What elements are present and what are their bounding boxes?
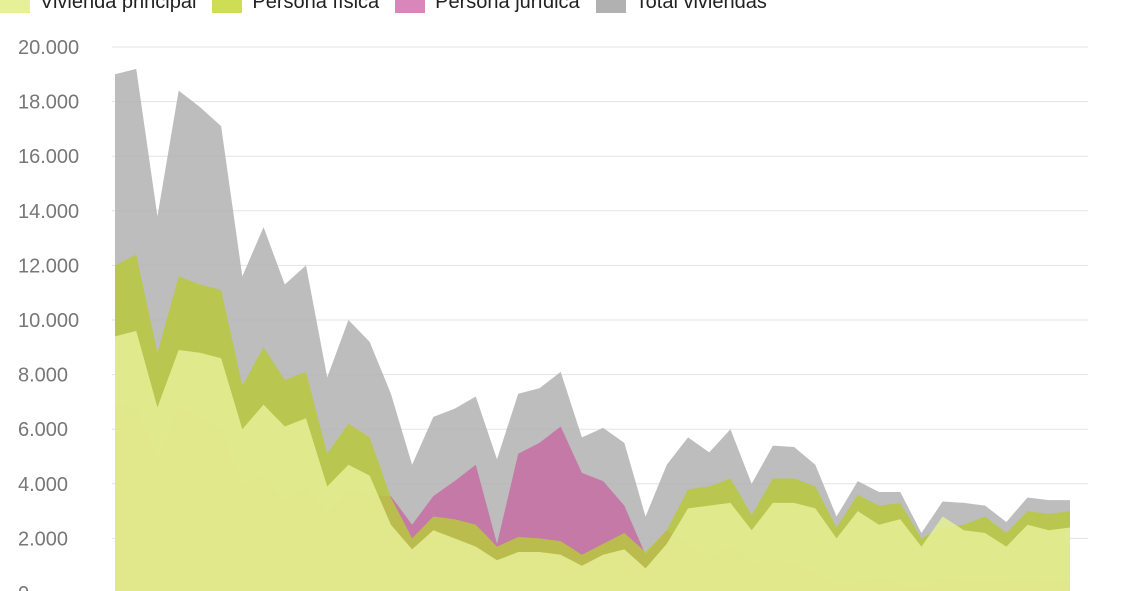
legend-swatch-persona-fisica — [212, 0, 243, 13]
y-tick-label: 8.000 — [18, 365, 68, 387]
y-axis-ticks: 0 2.000 4.000 6.000 8.000 10.000 12.000 14.000 1… — [18, 37, 79, 591]
y-tick-label: 16.000 — [18, 146, 79, 168]
y-tick-label: 2.000 — [18, 528, 68, 550]
legend-swatch-total-viviendas — [595, 0, 626, 13]
legend-label-persona-fisica: Persona física — [252, 0, 380, 13]
y-tick-label: 18.000 — [18, 92, 79, 114]
legend-item-persona-fisica[interactable]: Persona física — [212, 0, 379, 14]
legend-swatch-vivienda-principal — [0, 0, 30, 13]
legend-label-vivienda-principal: Vivienda principal — [40, 0, 197, 13]
y-tick-label: 4.000 — [18, 474, 68, 496]
legend-label-total-viviendas: Total viviendas — [635, 0, 767, 13]
area-vivienda-principal[interactable] — [115, 330, 1070, 591]
legend-item-vivienda-principal[interactable]: Vivienda principal — [0, 0, 196, 14]
y-tick-label: 14.000 — [18, 201, 79, 223]
legend-label-persona-juridica: Persona jurídica — [435, 0, 580, 13]
y-tick-label: 6.000 — [18, 419, 68, 441]
legend-swatch-persona-juridica — [395, 0, 426, 13]
y-tick-label: 10.000 — [18, 310, 79, 332]
y-tick-label: 12.000 — [18, 255, 79, 277]
y-tick-label: 20.000 — [18, 37, 79, 59]
y-tick-label: 0 — [18, 583, 29, 591]
series-areas — [115, 68, 1070, 591]
chart-legend: Vivienda principal Persona física Person… — [0, 0, 783, 14]
legend-item-total-viviendas[interactable]: Total viviendas — [595, 0, 767, 14]
legend-item-persona-juridica[interactable]: Persona jurídica — [395, 0, 580, 14]
